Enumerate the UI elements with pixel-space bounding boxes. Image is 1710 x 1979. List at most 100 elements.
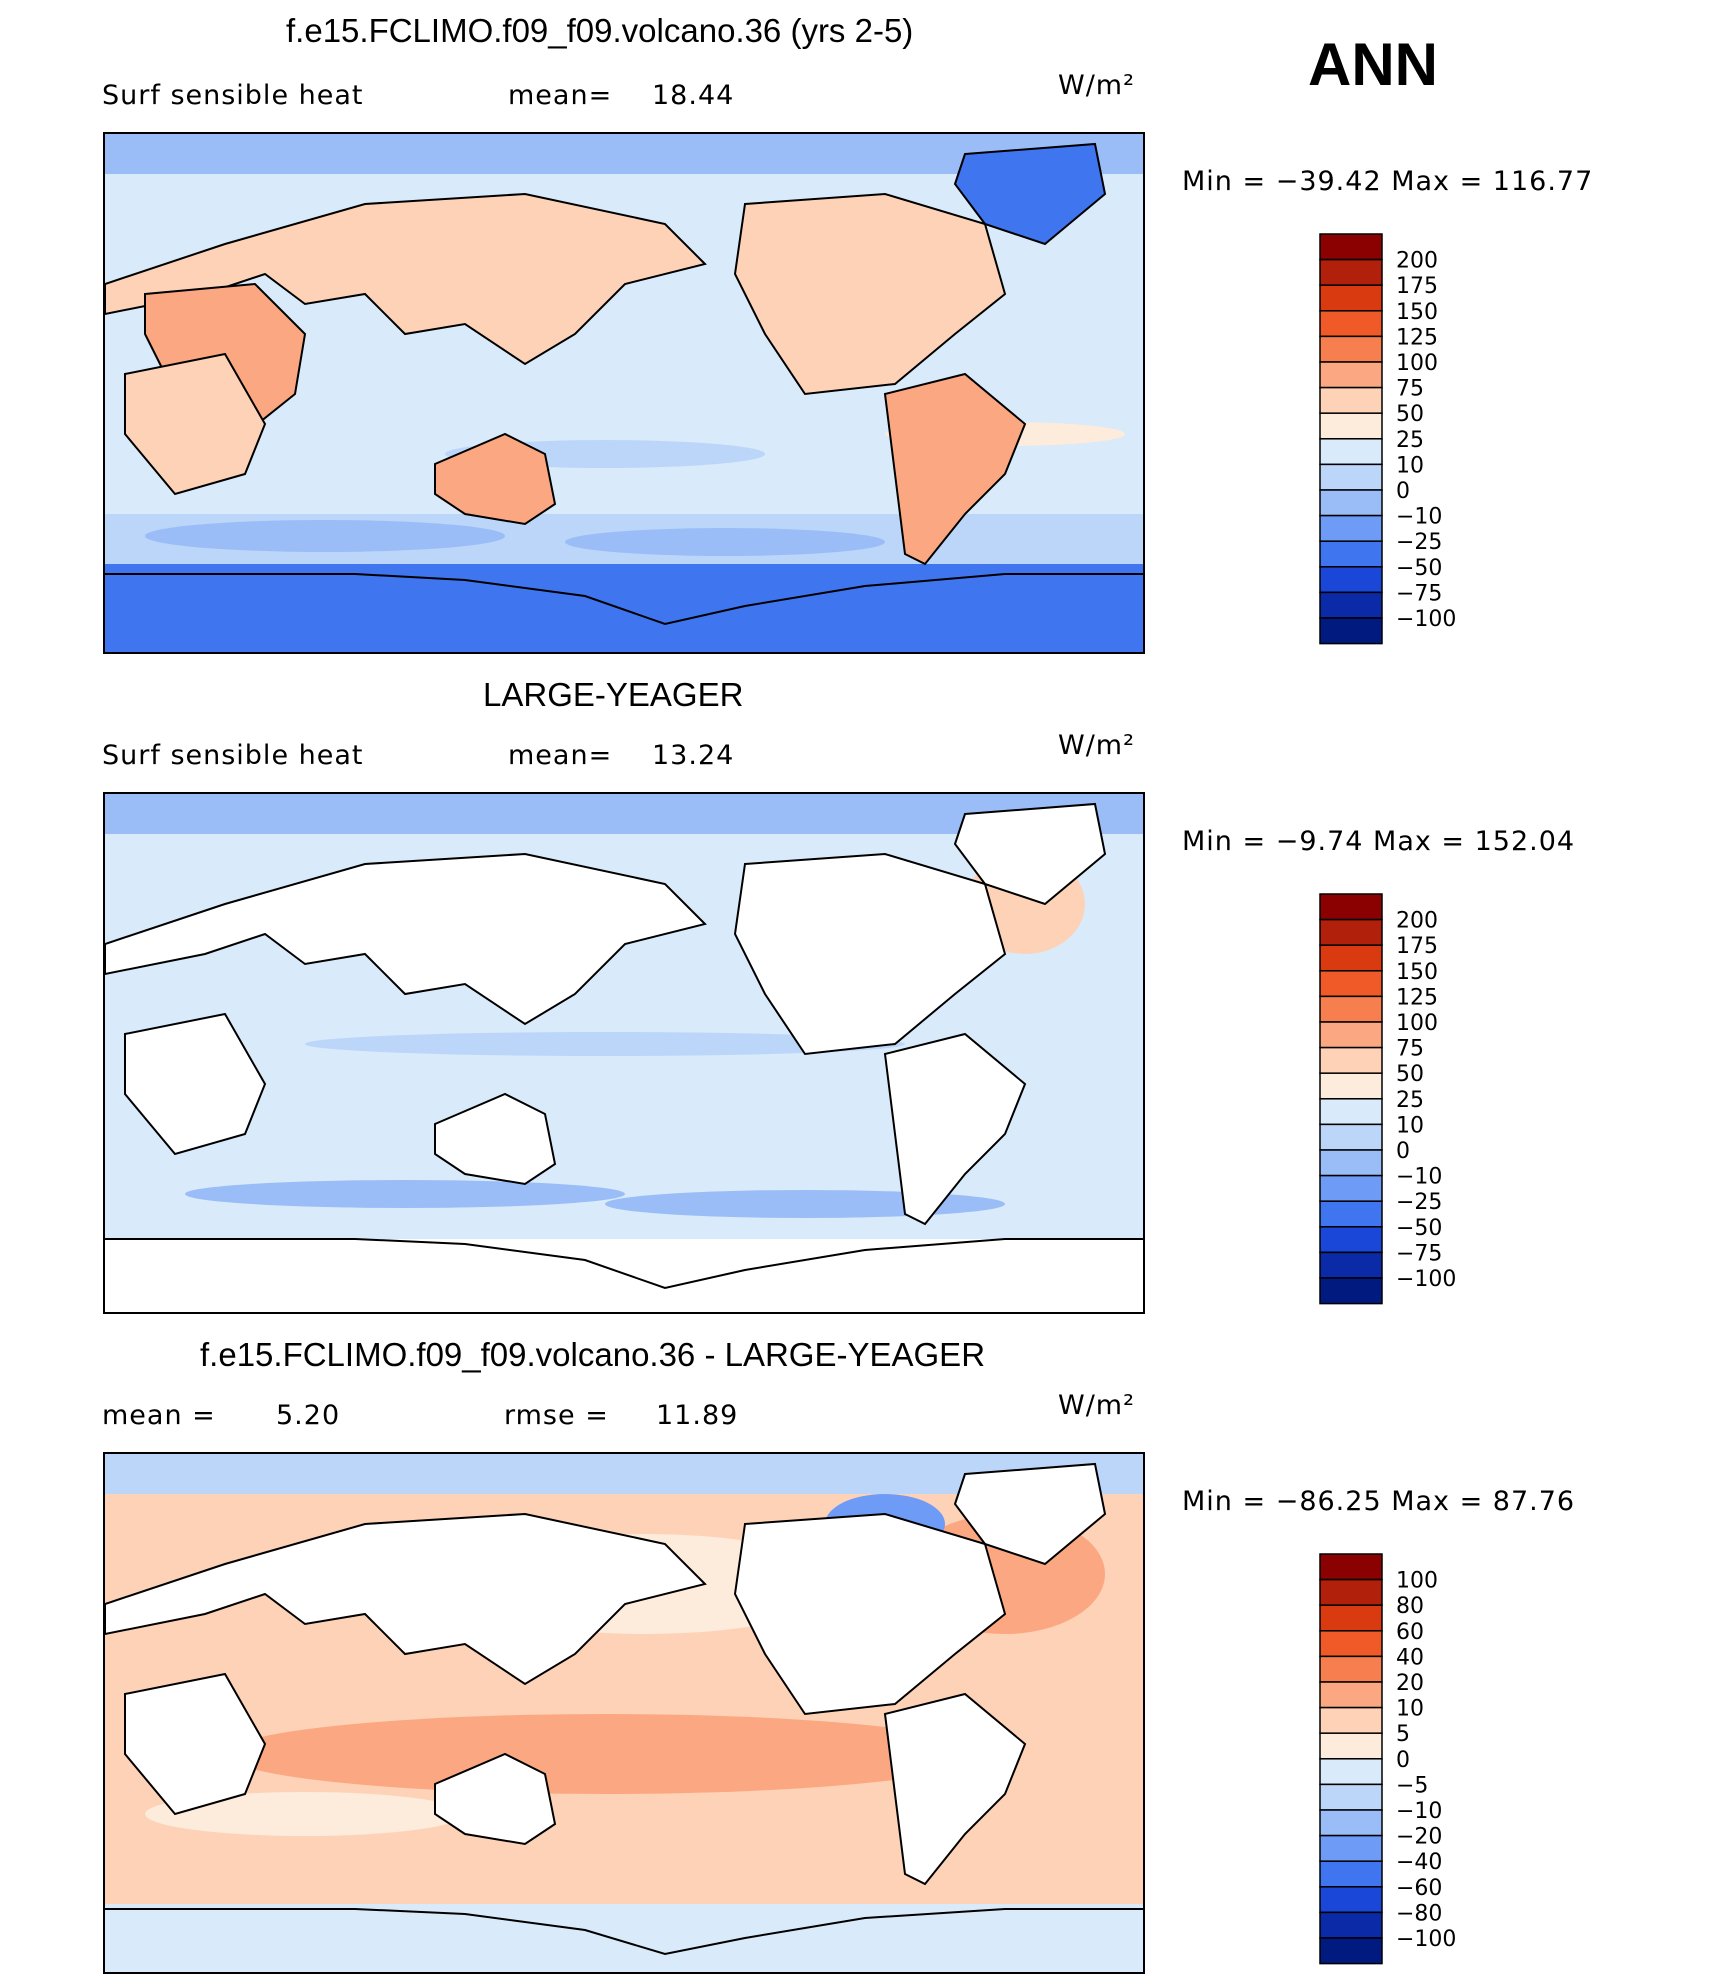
colorbar-tick-label: 100 xyxy=(1396,1569,1438,1594)
panel-1-units: W/m² xyxy=(1058,70,1135,101)
colorbar-tick-label: 80 xyxy=(1396,1594,1424,1619)
colorbar-swatch xyxy=(1319,918,1383,946)
panel-3-stat-label: rmse = xyxy=(504,1400,609,1431)
colorbar-tick-label: −5 xyxy=(1396,1773,1428,1798)
colorbar-tick-label: 20 xyxy=(1396,1671,1424,1696)
colorbar-tick-label: 125 xyxy=(1396,985,1438,1010)
colorbar-tick-label: −80 xyxy=(1396,1901,1442,1926)
panel-2-stat-value: 13.24 xyxy=(652,740,735,771)
colorbar-swatch xyxy=(1319,489,1383,517)
colorbar-tick-label: −10 xyxy=(1396,1165,1442,1190)
colorbar-swatch xyxy=(1319,1860,1383,1888)
colorbar-swatch xyxy=(1319,233,1383,261)
colorbar-swatch xyxy=(1319,1783,1383,1811)
colorbar-tick-label: 200 xyxy=(1396,909,1438,934)
colorbar-swatch xyxy=(1319,995,1383,1023)
colorbar-tick-label: −100 xyxy=(1396,1267,1456,1292)
colorbar-tick-label: 200 xyxy=(1396,249,1438,274)
colorbar-tick-label: 25 xyxy=(1396,428,1424,453)
colorbar-swatch xyxy=(1319,1809,1383,1837)
colorbar-tick-label: 75 xyxy=(1396,377,1424,402)
colorbar-tick-label: 60 xyxy=(1396,1620,1424,1645)
colorbar-tick-label: 0 xyxy=(1396,479,1410,504)
panel-2-stat-label: mean= xyxy=(508,740,613,771)
panel-2-title: LARGE-YEAGER xyxy=(483,676,744,713)
colorbar-tick-label: 75 xyxy=(1396,1037,1424,1062)
panel-3-colorbar: 100 80 60 40 20 10 5 0 −5 −10 −20 −40 −60 −80 −100 xyxy=(1318,1552,1578,1972)
panel-3-units: W/m² xyxy=(1058,1390,1135,1421)
panel-3-mean-label: mean = xyxy=(102,1400,216,1431)
colorbar-swatch xyxy=(1319,310,1383,338)
panel-1-title: f.e15.FCLIMO.f09_f09.volcano.36 (yrs 2-5… xyxy=(286,12,914,49)
colorbar-swatch xyxy=(1319,463,1383,491)
colorbar-swatch xyxy=(1319,412,1383,440)
colorbar-swatch xyxy=(1319,1655,1383,1683)
colorbar-tick-label: −20 xyxy=(1396,1825,1442,1850)
season-label: ANN xyxy=(1308,31,1438,98)
colorbar-swatch xyxy=(1319,1226,1383,1254)
panel-2-map xyxy=(103,792,1145,1314)
colorbar-tick-label: −25 xyxy=(1396,530,1442,555)
colorbar-swatch xyxy=(1319,1072,1383,1100)
colorbar-tick-label: 25 xyxy=(1396,1088,1424,1113)
colorbar-tick-label: 10 xyxy=(1396,453,1424,478)
colorbar-tick-label: 100 xyxy=(1396,351,1438,376)
colorbar-swatch xyxy=(1319,1174,1383,1202)
colorbar-swatch xyxy=(1319,258,1383,286)
colorbar-swatch xyxy=(1319,1937,1383,1965)
panel-3-title: f.e15.FCLIMO.f09_f09.volcano.36 - LARGE-… xyxy=(200,1336,986,1373)
colorbar-tick-label: 5 xyxy=(1396,1722,1410,1747)
panel-2-minmax: Min = −9.74 Max = 152.04 xyxy=(1182,826,1576,857)
colorbar-swatch xyxy=(1319,335,1383,363)
colorbar-swatch xyxy=(1319,1630,1383,1658)
colorbar-tick-label: −25 xyxy=(1396,1190,1442,1215)
panel-1-stat-value: 18.44 xyxy=(652,80,735,111)
colorbar-tick-label: −40 xyxy=(1396,1850,1442,1875)
colorbar-swatch xyxy=(1319,1732,1383,1760)
colorbar-swatch xyxy=(1319,1681,1383,1709)
panel-3-minmax: Min = −86.25 Max = 87.76 xyxy=(1182,1486,1576,1517)
colorbar-swatch xyxy=(1319,1553,1383,1581)
colorbar-tick-label: −75 xyxy=(1396,581,1442,606)
colorbar-tick-label: −10 xyxy=(1396,1799,1442,1824)
colorbar-swatch xyxy=(1319,944,1383,972)
colorbar-swatch xyxy=(1319,1123,1383,1151)
panel-1-minmax: Min = −39.42 Max = 116.77 xyxy=(1182,166,1594,197)
panel-1-stat-label: mean= xyxy=(508,80,613,111)
colorbar-tick-label: 10 xyxy=(1396,1697,1424,1722)
colorbar-tick-label: 150 xyxy=(1396,960,1438,985)
colorbar-tick-label: 10 xyxy=(1396,1113,1424,1138)
colorbar-swatch xyxy=(1319,1021,1383,1049)
colorbar-tick-label: 150 xyxy=(1396,300,1438,325)
colorbar-swatch xyxy=(1319,1758,1383,1786)
colorbar-swatch xyxy=(1319,1834,1383,1862)
colorbar-swatch xyxy=(1319,1046,1383,1074)
colorbar-tick-label: −60 xyxy=(1396,1876,1442,1901)
colorbar-tick-label: −50 xyxy=(1396,1216,1442,1241)
colorbar-tick-label: 50 xyxy=(1396,402,1424,427)
colorbar-tick-label: −10 xyxy=(1396,505,1442,530)
colorbar-swatch xyxy=(1319,386,1383,414)
colorbar-swatch xyxy=(1319,1277,1383,1305)
colorbar-swatch xyxy=(1319,1251,1383,1279)
colorbar-tick-label: 0 xyxy=(1396,1139,1410,1164)
colorbar-tick-label: 40 xyxy=(1396,1645,1424,1670)
colorbar-tick-label: 0 xyxy=(1396,1748,1410,1773)
colorbar-swatch xyxy=(1319,1706,1383,1734)
colorbar-swatch xyxy=(1319,893,1383,921)
colorbar-swatch xyxy=(1319,514,1383,542)
colorbar-tick-label: 175 xyxy=(1396,934,1438,959)
colorbar-swatch xyxy=(1319,1149,1383,1177)
colorbar-swatch xyxy=(1319,1098,1383,1126)
colorbar-swatch xyxy=(1319,617,1383,645)
colorbar-tick-label: −50 xyxy=(1396,556,1442,581)
colorbar-tick-label: 50 xyxy=(1396,1062,1424,1087)
colorbar-swatch xyxy=(1319,970,1383,998)
panel-2-variable: Surf sensible heat xyxy=(102,740,364,771)
colorbar-swatch xyxy=(1319,591,1383,619)
colorbar-swatch xyxy=(1319,1578,1383,1606)
colorbar-swatch xyxy=(1319,1604,1383,1632)
colorbar-swatch xyxy=(1319,1886,1383,1914)
